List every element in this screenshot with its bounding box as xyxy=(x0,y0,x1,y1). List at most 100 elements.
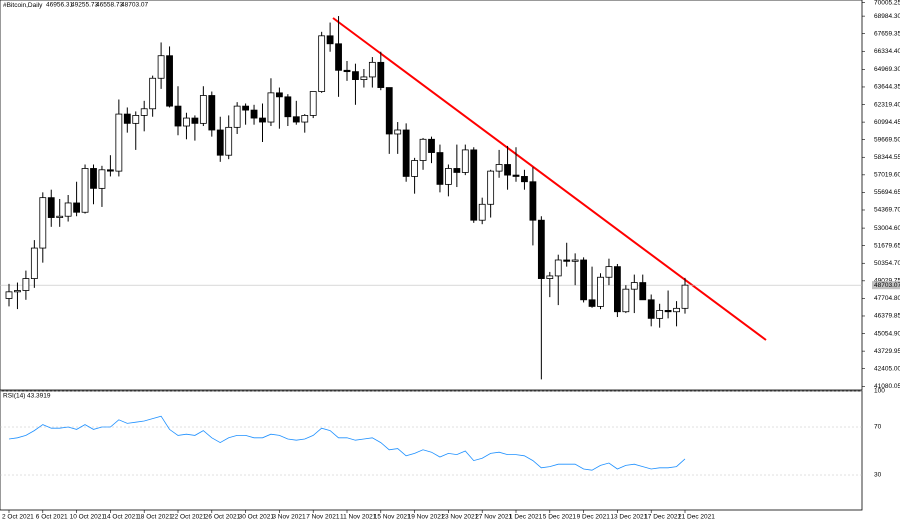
rsi-pane xyxy=(0,390,863,511)
candle-body xyxy=(47,197,55,218)
candle-body xyxy=(368,61,376,78)
candle-body xyxy=(537,219,545,279)
y-tick-label: 42405.00 xyxy=(874,365,900,372)
candle-body xyxy=(478,203,486,221)
candle-body xyxy=(529,181,537,221)
y-tick-label: 45054.90 xyxy=(874,330,900,337)
candle-body xyxy=(292,116,300,123)
candle-body xyxy=(554,259,562,277)
candle-body xyxy=(622,288,630,313)
rsi-tick-label: 70 xyxy=(874,424,882,431)
trend-line xyxy=(332,17,767,341)
y-tick-label: 55694.65 xyxy=(874,189,900,196)
candle-body xyxy=(360,76,368,80)
x-tick-label: 13 Dec 2021 xyxy=(610,514,647,521)
candle-body xyxy=(326,35,334,45)
candle-body xyxy=(199,95,207,124)
candle-body xyxy=(444,168,452,185)
candle-body xyxy=(39,197,47,249)
x-tick-label: 7 Nov 2021 xyxy=(306,514,340,521)
x-tick-label: 2 Oct 2021 xyxy=(2,514,34,521)
y-tick-label: 63644.35 xyxy=(874,84,900,91)
candle-body xyxy=(394,129,402,135)
candle-body xyxy=(81,168,89,213)
y-tick-label: 58344.55 xyxy=(874,154,900,161)
x-tick-label: 10 Oct 2021 xyxy=(70,514,106,521)
candle-body xyxy=(174,105,182,127)
candle-body xyxy=(614,266,621,313)
candle-body xyxy=(335,43,342,71)
candle-body xyxy=(377,61,385,88)
candle-body xyxy=(571,259,579,262)
candle-body xyxy=(504,164,511,176)
candle-body xyxy=(647,299,655,319)
candle-body xyxy=(14,290,21,293)
x-tick-label: 30 Oct 2021 xyxy=(239,514,275,521)
candle-body xyxy=(630,282,638,290)
y-tick-label: 66334.40 xyxy=(874,48,900,55)
y-tick-label: 67659.35 xyxy=(874,30,900,37)
candle-body xyxy=(90,168,97,189)
rsi-line xyxy=(8,415,686,471)
candle-body xyxy=(318,35,326,92)
x-tick-label: 21 Dec 2021 xyxy=(678,514,715,521)
candle-body xyxy=(149,77,157,110)
rsi-tick-label: 100 xyxy=(874,388,885,395)
x-tick-label: 27 Nov 2021 xyxy=(475,514,512,521)
candle-body xyxy=(487,170,495,205)
candle-body xyxy=(225,126,233,156)
candle-body xyxy=(470,149,478,221)
x-tick-label: 6 Oct 2021 xyxy=(36,514,68,521)
candle-body xyxy=(301,115,309,123)
candle-body xyxy=(664,310,672,313)
candle-body xyxy=(30,247,38,279)
y-tick-label: 60994.45 xyxy=(874,119,900,126)
candle-body xyxy=(183,117,190,127)
current-price-box xyxy=(872,281,900,290)
symbol-title: #Bitcoin,Daily xyxy=(3,2,43,9)
candle-body xyxy=(673,307,680,313)
candle-body xyxy=(132,115,140,124)
candle-body xyxy=(107,169,114,172)
ohlc-low: 46558.73 xyxy=(96,2,123,9)
candle-body xyxy=(411,160,419,177)
candle-body xyxy=(419,138,427,161)
x-tick-label: 9 Dec 2021 xyxy=(577,514,611,521)
x-tick-label: 19 Nov 2021 xyxy=(408,514,445,521)
candle-body xyxy=(521,176,528,183)
candle-body xyxy=(284,96,292,118)
candle-body xyxy=(588,299,596,307)
y-tick-label: 51679.65 xyxy=(874,242,900,249)
candle-body xyxy=(115,113,123,172)
candle-body xyxy=(580,259,587,301)
x-tick-label: 15 Nov 2021 xyxy=(374,514,411,521)
candle-body xyxy=(605,266,613,278)
x-tick-label: 3 Nov 2021 xyxy=(272,514,306,521)
y-tick-label: 47704.80 xyxy=(874,295,900,302)
rsi-tick-label: 30 xyxy=(874,472,882,479)
candle-body xyxy=(385,87,393,135)
y-tick-label: 70005.25 xyxy=(874,0,900,6)
candle-body xyxy=(98,169,106,189)
y-tick-label: 53004.60 xyxy=(874,225,900,232)
candle-body xyxy=(681,284,689,309)
x-tick-label: 22 Oct 2021 xyxy=(171,514,207,521)
candle-body xyxy=(563,259,571,262)
candle-body xyxy=(140,108,148,116)
candle-body xyxy=(343,69,351,73)
candle-body xyxy=(546,275,554,279)
x-tick-label: 1 Dec 2021 xyxy=(509,514,543,521)
y-tick-label: 43729.95 xyxy=(874,348,900,355)
x-tick-label: 5 Dec 2021 xyxy=(543,514,577,521)
y-tick-label: 62319.40 xyxy=(874,101,900,108)
candle-body xyxy=(208,95,216,131)
candle-body xyxy=(461,149,469,173)
y-tick-label: 64969.30 xyxy=(874,66,900,73)
candle-body xyxy=(73,202,80,213)
candle-body xyxy=(5,291,13,299)
y-tick-label: 50354.70 xyxy=(874,260,900,267)
current-price-label: 48703.07 xyxy=(874,282,900,289)
candle-body xyxy=(216,129,224,156)
y-tick-label: 68984.30 xyxy=(874,13,900,20)
